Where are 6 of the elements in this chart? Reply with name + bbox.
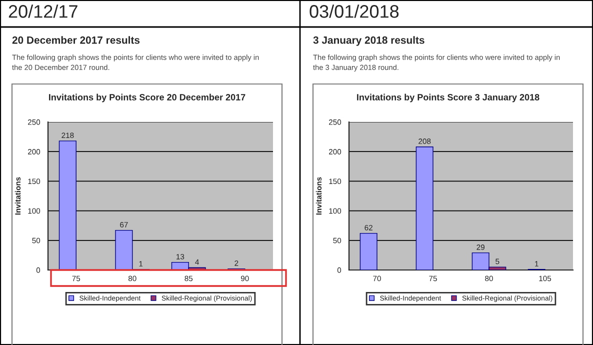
text: 03/01/2018 — [310, 4, 399, 18]
chart-subtitle: 3 January 2018 results — [313, 36, 424, 46]
chart-title: Invitations by Points Score 20 December 2017 — [49, 94, 246, 102]
chart-title: Invitations by Points Score 3 January 2018 — [357, 94, 540, 102]
chart-subtitle: 20 December 2017 results — [12, 36, 140, 44]
text: 20/12/17 — [8, 4, 78, 18]
